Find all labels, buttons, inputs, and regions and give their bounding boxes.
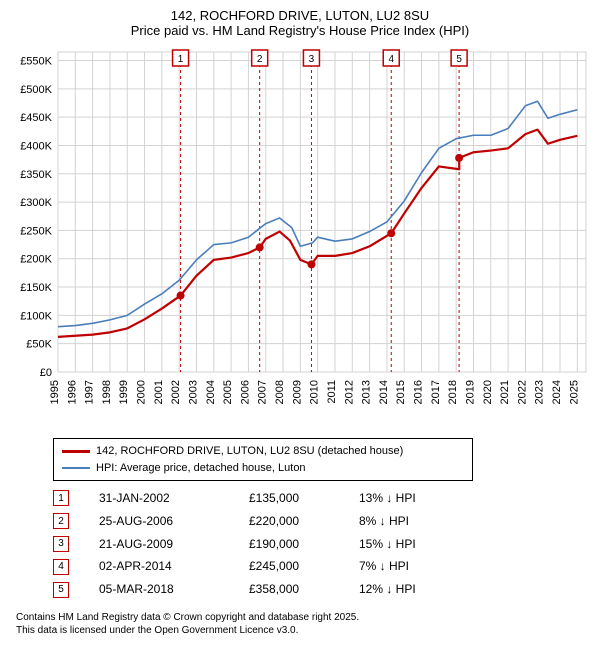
svg-text:2001: 2001 [153,380,165,404]
svg-text:1: 1 [178,54,184,65]
footer-line2: This data is licensed under the Open Gov… [16,624,592,638]
svg-text:2021: 2021 [499,380,511,404]
svg-text:2002: 2002 [170,380,182,404]
svg-text:5: 5 [456,54,462,65]
row-number-box: 4 [53,559,69,575]
svg-text:2022: 2022 [516,380,528,404]
svg-text:2019: 2019 [464,380,476,404]
svg-text:2013: 2013 [361,380,373,404]
svg-text:2017: 2017 [430,380,442,404]
svg-text:2004: 2004 [205,380,217,404]
chart-title-block: 142, ROCHFORD DRIVE, LUTON, LU2 8SU Pric… [8,8,592,38]
svg-text:2003: 2003 [187,380,199,404]
footer-line1: Contains HM Land Registry data © Crown c… [16,611,592,625]
table-row: 3 21-AUG-2009 £190,000 15% ↓ HPI [53,533,592,556]
svg-text:2000: 2000 [136,380,148,404]
row-diff: 7% ↓ HPI [359,555,449,578]
row-price: £135,000 [249,487,329,510]
row-price: £190,000 [249,533,329,556]
legend-row: 142, ROCHFORD DRIVE, LUTON, LU2 8SU (det… [62,443,464,460]
table-row: 1 31-JAN-2002 £135,000 13% ↓ HPI [53,487,592,510]
svg-text:1995: 1995 [49,380,61,404]
svg-text:2020: 2020 [482,380,494,404]
transactions-table: 1 31-JAN-2002 £135,000 13% ↓ HPI 2 25-AUG-200… [53,487,592,601]
row-diff: 13% ↓ HPI [359,487,449,510]
row-date: 31-JAN-2002 [99,487,219,510]
row-diff: 12% ↓ HPI [359,578,449,601]
svg-text:2024: 2024 [551,380,563,404]
svg-text:1998: 1998 [101,380,113,404]
svg-text:£150K: £150K [20,282,52,294]
legend-row: HPI: Average price, detached house, Luto… [62,460,464,477]
svg-text:2011: 2011 [326,380,338,404]
svg-text:£400K: £400K [20,140,52,152]
svg-text:£350K: £350K [20,169,52,181]
table-row: 4 02-APR-2014 £245,000 7% ↓ HPI [53,555,592,578]
legend-swatch [62,467,90,469]
svg-text:£500K: £500K [20,84,52,96]
chart-area: £0 £50K £100K £150K £200K £250K £300K £350K £400… [8,42,592,432]
row-date: 02-APR-2014 [99,555,219,578]
row-date: 25-AUG-2006 [99,510,219,533]
table-row: 2 25-AUG-2006 £220,000 8% ↓ HPI [53,510,592,533]
svg-text:2015: 2015 [395,380,407,404]
svg-text:2007: 2007 [257,380,269,404]
page-container: 142, ROCHFORD DRIVE, LUTON, LU2 8SU Pric… [0,0,600,646]
svg-text:1999: 1999 [118,380,130,404]
row-number-box: 1 [53,490,69,506]
svg-text:2009: 2009 [291,380,303,404]
svg-text:2025: 2025 [568,380,580,404]
svg-text:2012: 2012 [343,380,355,404]
svg-text:4: 4 [388,54,394,65]
svg-text:2016: 2016 [413,380,425,404]
svg-text:3: 3 [309,54,315,65]
row-number-box: 2 [53,513,69,529]
row-date: 21-AUG-2009 [99,533,219,556]
row-price: £245,000 [249,555,329,578]
svg-text:£250K: £250K [20,225,52,237]
svg-text:2008: 2008 [274,380,286,404]
row-number-box: 5 [53,582,69,598]
svg-text:£200K: £200K [20,254,52,266]
row-diff: 15% ↓ HPI [359,533,449,556]
svg-text:£550K: £550K [20,55,52,67]
row-diff: 8% ↓ HPI [359,510,449,533]
row-price: £358,000 [249,578,329,601]
svg-text:2005: 2005 [222,380,234,404]
legend-label: 142, ROCHFORD DRIVE, LUTON, LU2 8SU (det… [96,443,403,460]
svg-text:1997: 1997 [84,380,96,404]
svg-text:£450K: £450K [20,112,52,124]
legend-label: HPI: Average price, detached house, Luto… [96,460,306,477]
row-price: £220,000 [249,510,329,533]
svg-text:1996: 1996 [66,380,78,404]
svg-text:2014: 2014 [378,380,390,404]
svg-text:2006: 2006 [239,380,251,404]
svg-text:£50K: £50K [26,339,52,351]
title-line2: Price paid vs. HM Land Registry's House … [8,23,592,38]
svg-text:£0: £0 [40,367,52,379]
chart-svg: £0 £50K £100K £150K £200K £250K £300K £350K £400… [8,42,592,432]
title-line1: 142, ROCHFORD DRIVE, LUTON, LU2 8SU [8,8,592,23]
table-row: 5 05-MAR-2018 £358,000 12% ↓ HPI [53,578,592,601]
row-number-box: 3 [53,536,69,552]
footer-attribution: Contains HM Land Registry data © Crown c… [16,611,592,638]
svg-text:2010: 2010 [309,380,321,404]
legend-swatch [62,450,90,453]
svg-text:2: 2 [257,54,263,65]
svg-text:2023: 2023 [534,380,546,404]
svg-text:2018: 2018 [447,380,459,404]
svg-text:£100K: £100K [20,310,52,322]
svg-text:£300K: £300K [20,197,52,209]
row-date: 05-MAR-2018 [99,578,219,601]
legend: 142, ROCHFORD DRIVE, LUTON, LU2 8SU (det… [53,438,473,481]
